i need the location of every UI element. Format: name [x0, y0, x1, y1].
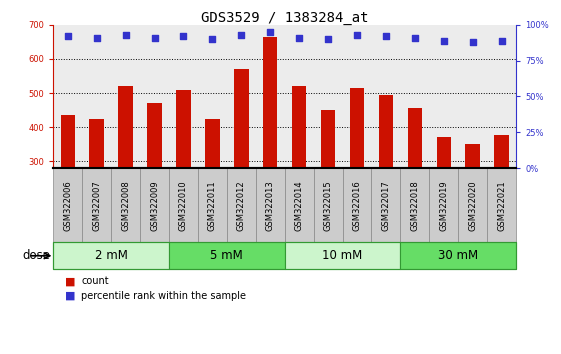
Text: GDS3529 / 1383284_at: GDS3529 / 1383284_at: [201, 11, 369, 25]
Text: GSM322007: GSM322007: [92, 180, 101, 231]
Point: [63, 33, 72, 39]
Text: GSM322012: GSM322012: [237, 180, 246, 231]
Point: [439, 38, 448, 44]
Point: [208, 36, 217, 42]
Text: ■: ■: [65, 291, 75, 301]
Point: [497, 38, 506, 44]
Point: [179, 33, 188, 39]
Point: [237, 32, 246, 38]
Bar: [176, 90, 191, 168]
Bar: [350, 88, 364, 168]
Text: GSM322021: GSM322021: [497, 180, 506, 231]
Text: percentile rank within the sample: percentile rank within the sample: [81, 291, 246, 301]
Bar: [408, 108, 422, 168]
Bar: [148, 103, 162, 168]
Bar: [321, 110, 335, 168]
Bar: [234, 69, 249, 168]
Text: GSM322020: GSM322020: [468, 180, 477, 231]
Bar: [466, 144, 480, 168]
Text: GSM322008: GSM322008: [121, 180, 130, 231]
Text: GSM322019: GSM322019: [439, 180, 448, 231]
Text: 30 mM: 30 mM: [438, 249, 479, 262]
Point: [411, 35, 420, 40]
Text: GSM322017: GSM322017: [381, 180, 390, 231]
Text: 10 mM: 10 mM: [323, 249, 362, 262]
Bar: [292, 86, 306, 168]
Text: GSM322009: GSM322009: [150, 180, 159, 231]
Text: GSM322014: GSM322014: [295, 180, 304, 231]
Bar: [118, 86, 133, 168]
Text: ■: ■: [65, 276, 75, 286]
Bar: [89, 119, 104, 168]
Bar: [263, 37, 278, 168]
Point: [150, 35, 159, 40]
Point: [381, 33, 390, 39]
Text: GSM322011: GSM322011: [208, 180, 217, 231]
Bar: [436, 137, 451, 168]
Bar: [379, 95, 393, 168]
Text: GSM322015: GSM322015: [324, 180, 333, 231]
Bar: [61, 115, 75, 168]
Text: GSM322010: GSM322010: [179, 180, 188, 231]
Point: [121, 32, 130, 38]
Point: [468, 39, 477, 45]
Text: GSM322006: GSM322006: [63, 180, 72, 231]
Point: [324, 36, 333, 42]
Text: GSM322016: GSM322016: [352, 180, 361, 231]
Text: 2 mM: 2 mM: [95, 249, 127, 262]
Point: [295, 35, 304, 40]
Text: GSM322013: GSM322013: [266, 180, 275, 231]
Point: [92, 35, 101, 40]
Text: GSM322018: GSM322018: [411, 180, 420, 231]
Text: count: count: [81, 276, 109, 286]
Bar: [205, 119, 219, 168]
Point: [266, 29, 275, 35]
Bar: [494, 135, 509, 168]
Point: [352, 32, 361, 38]
Text: dose: dose: [22, 249, 50, 262]
Text: 5 mM: 5 mM: [210, 249, 243, 262]
